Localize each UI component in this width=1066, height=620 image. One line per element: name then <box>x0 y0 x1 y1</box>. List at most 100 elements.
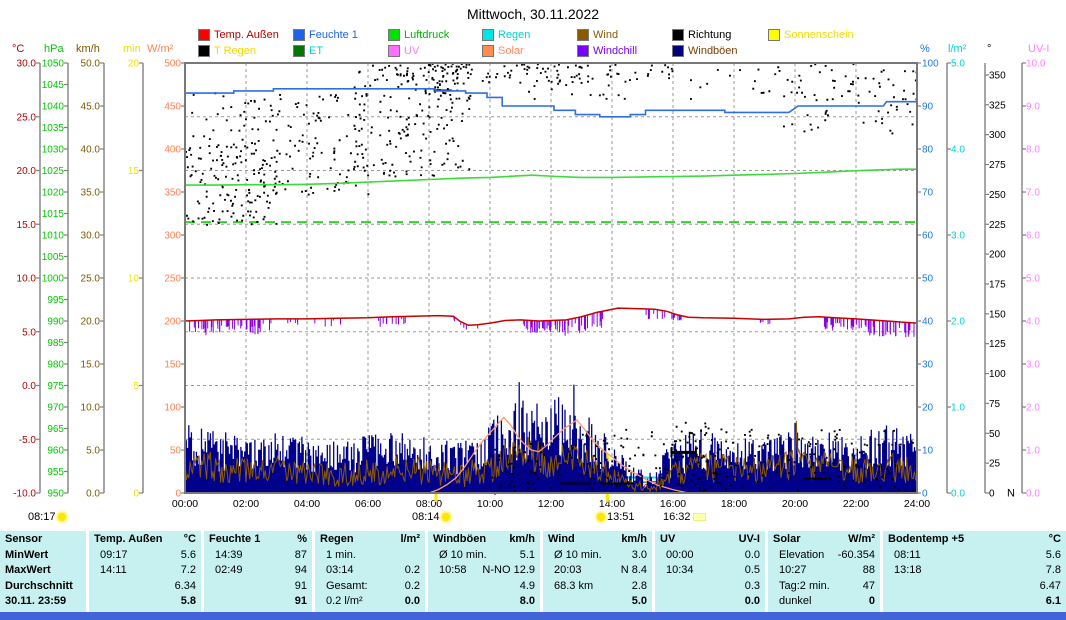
svg-text:200: 200 <box>164 317 181 328</box>
svg-text:1035: 1035 <box>42 123 65 134</box>
svg-text:50: 50 <box>170 446 182 457</box>
svg-text:80: 80 <box>922 145 934 156</box>
legend-item-t-regen: T Regen <box>198 45 256 57</box>
stats-value-row: 6.34 <box>174 579 196 592</box>
legend-item-windchill: Windchill <box>577 45 637 57</box>
legend-label: Windböen <box>688 45 738 57</box>
stats-value-row: 13:18 7.8 <box>894 564 1061 577</box>
svg-text:20:00: 20:00 <box>782 498 808 510</box>
legend-label: Solar <box>498 45 524 57</box>
series-windb-en <box>184 382 918 493</box>
series-luftdruck <box>185 168 917 186</box>
stats-value-row: Tag:2 min. 47 <box>779 579 875 592</box>
svg-text:400: 400 <box>164 145 181 156</box>
svg-text:10.0: 10.0 <box>81 403 101 414</box>
legend-item-uv: UV <box>388 45 419 57</box>
svg-text:100: 100 <box>164 403 181 414</box>
first-sunshine-label: 08:14 <box>412 511 440 523</box>
axes: °C30.025.020.015.010.05.00.0-5.0-10.0hPa… <box>12 43 1049 500</box>
stats-value-row: 14:39 87 <box>215 548 307 561</box>
legend-label: Regen <box>498 29 531 41</box>
svg-text:3.0: 3.0 <box>1026 360 1040 371</box>
svg-text:250: 250 <box>989 190 1006 201</box>
stats-value-row: 6.47 <box>1039 579 1061 592</box>
stats-row-header: Sensor <box>5 533 43 545</box>
legend-label: Windchill <box>593 45 638 57</box>
svg-text:08:00: 08:00 <box>416 498 442 510</box>
series-temp-au-en <box>184 307 918 327</box>
legend-label: Sonnenschein <box>784 29 854 41</box>
legend-swatch <box>768 29 780 41</box>
svg-text:9.0: 9.0 <box>1026 102 1040 113</box>
legend-item-feuchte-1: Feuchte 1 <box>293 29 358 41</box>
svg-text:5: 5 <box>133 381 139 392</box>
legend-swatch <box>388 29 400 41</box>
axis-deg: °350325300275250225200175150125100755025… <box>984 43 1015 500</box>
svg-text:990: 990 <box>47 317 64 328</box>
stats-column-feuchte-1: Feuchte 1% 14:39 87 02:49 94 91 91 <box>204 531 312 612</box>
legend-swatch <box>482 29 494 41</box>
svg-text:70: 70 <box>922 188 934 199</box>
legend-swatch <box>577 45 589 57</box>
plot-border <box>184 62 918 494</box>
sunrise-time-label: 08:17 <box>28 511 56 523</box>
svg-text:450: 450 <box>164 102 181 113</box>
svg-text:955: 955 <box>47 467 64 478</box>
legend-item-richtung: Richtung <box>672 29 731 41</box>
series-windchill <box>189 308 915 338</box>
svg-text:200: 200 <box>989 250 1006 261</box>
stats-value-row: dunkel 0 <box>779 595 875 608</box>
svg-text:0.0: 0.0 <box>86 489 100 500</box>
svg-text:0: 0 <box>989 489 995 500</box>
first-sunshine-sun-icon <box>441 513 450 521</box>
legend-item-luftdruck: Luftdruck <box>388 29 449 41</box>
svg-text:7.0: 7.0 <box>1026 188 1040 199</box>
sunset-time-label: 16:32 <box>663 511 691 523</box>
sunrise-time-annotation: 08:17 <box>28 511 66 523</box>
svg-text:1015: 1015 <box>42 209 65 220</box>
legend-label: Wind <box>593 29 619 41</box>
svg-text:300: 300 <box>989 130 1006 141</box>
stats-row-header: Durchschnitt <box>5 579 73 592</box>
stats-row-header: MinWert <box>5 548 49 561</box>
stats-column-windb-en: Windböen km/h Ø 10 min. 5.1 10:58 N-NO 12.9 4.… <box>428 531 540 612</box>
stats-value-row: 0.0 <box>744 595 760 608</box>
svg-text:5.0: 5.0 <box>1026 274 1040 285</box>
svg-text:8.0: 8.0 <box>1026 145 1040 156</box>
legend-swatch <box>672 45 684 57</box>
legend-item-et: ET <box>293 45 323 57</box>
stats-row-header: 30.11. 23:59 <box>5 595 67 608</box>
stats-value-row: 10:34 0.5 <box>666 564 760 577</box>
svg-text:10.0: 10.0 <box>17 274 37 285</box>
svg-text:1025: 1025 <box>42 166 65 177</box>
svg-text:14:00: 14:00 <box>599 498 625 510</box>
legend-swatch <box>293 45 305 57</box>
axis-lm2: l/m²5.04.03.02.01.00.0 <box>946 43 967 500</box>
last-sunshine-annotation: 13:51 <box>597 511 635 523</box>
svg-text:100: 100 <box>989 369 1006 380</box>
legend-item-solar: Solar <box>482 45 524 57</box>
page-title: Mittwoch, 30.11.2022 <box>466 6 600 22</box>
stats-value-row: 6.1 <box>1045 595 1061 608</box>
stats-value-row: 91 <box>294 579 307 592</box>
svg-text:16:00: 16:00 <box>660 498 686 510</box>
grid <box>185 63 917 493</box>
stats-value-row: 10:27 88 <box>779 564 875 577</box>
stats-column-uv: UV UV-I 00:00 0.0 10:34 0.5 0.3 0.0 <box>655 531 765 612</box>
svg-text:10: 10 <box>128 274 140 285</box>
stats-value-row: 02:49 94 <box>215 564 307 577</box>
svg-text:0: 0 <box>133 489 139 500</box>
svg-text:50: 50 <box>922 274 934 285</box>
stats-column-header: Bodentemp +5 °C <box>888 533 1061 545</box>
series-richtung <box>185 63 918 495</box>
stats-value-row: 4.9 <box>519 579 535 592</box>
svg-text:04:00: 04:00 <box>294 498 320 510</box>
svg-text:20.0: 20.0 <box>17 166 37 177</box>
legend-swatch <box>577 29 589 41</box>
stats-column-header: Windböen km/h <box>433 533 535 545</box>
legend-label: Feuchte 1 <box>309 29 358 41</box>
